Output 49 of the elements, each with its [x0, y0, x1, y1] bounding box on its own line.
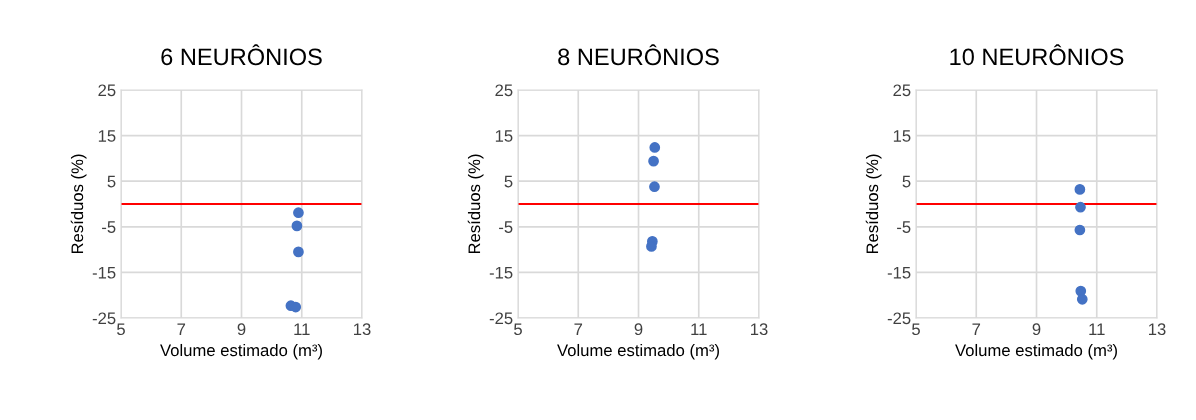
y-tick-label: -15 [887, 266, 911, 279]
point [293, 207, 304, 219]
y-tick-label: 5 [902, 175, 911, 188]
point [649, 142, 661, 153]
y-tick-label: 25 [98, 84, 116, 97]
x-tick-label: 11 [294, 323, 310, 335]
x-tick-label: 5 [912, 323, 920, 336]
x-tick-label: 13 [751, 323, 768, 336]
x-tick-label: 9 [634, 323, 643, 336]
y-tick-label: -5 [102, 221, 116, 233]
point [291, 220, 303, 232]
y-tick-label: 5 [107, 175, 116, 188]
point [646, 241, 657, 252]
y-axis-title: Resíduos (%) [865, 154, 882, 254]
point [648, 155, 659, 167]
x-tick-label: 11 [1089, 323, 1105, 335]
x-tick-label: 13 [354, 323, 371, 336]
y-axis-title: Resíduos (%) [70, 154, 87, 254]
y-tick-label: -15 [489, 266, 513, 279]
y-tick-label: -5 [499, 221, 513, 233]
point [293, 246, 304, 258]
y-tick-label: -15 [92, 266, 116, 279]
y-tick-label: 15 [98, 130, 116, 142]
y-tick-label: 25 [495, 84, 513, 97]
y-tick-label: -25 [489, 312, 513, 325]
x-tick-label: 7 [177, 323, 186, 335]
point [649, 181, 660, 193]
x-tick-label: 5 [117, 323, 125, 336]
x-axis-title: Volume estimado (m³) [955, 343, 1117, 360]
y-tick-label: 5 [504, 175, 513, 188]
x-tick-label: 13 [1149, 323, 1166, 336]
x-tick-label: 9 [237, 323, 246, 336]
y-axis-title: Resíduos (%) [467, 154, 484, 254]
chart-title: 8 NEURÔNIOS [558, 44, 719, 66]
x-axis-title: Volume estimado (m³) [557, 343, 719, 360]
y-tick-label: -25 [887, 312, 911, 325]
chart-title: 10 NEURÔNIOS [950, 44, 1124, 66]
x-tick-label: 11 [691, 323, 707, 335]
x-tick-label: 7 [574, 323, 583, 335]
x-tick-label: 7 [972, 323, 981, 335]
x-axis-title: Volume estimado (m³) [160, 343, 322, 360]
x-tick-label: 9 [1032, 323, 1041, 336]
y-tick-label: 25 [893, 84, 911, 97]
y-tick-label: 15 [893, 130, 911, 142]
x-tick-label: 5 [514, 323, 522, 336]
chart-title: 6 NEURÔNIOS [161, 44, 322, 66]
y-tick-label: 15 [495, 130, 513, 142]
y-tick-label: -25 [92, 312, 116, 325]
y-tick-label: -5 [897, 221, 911, 233]
